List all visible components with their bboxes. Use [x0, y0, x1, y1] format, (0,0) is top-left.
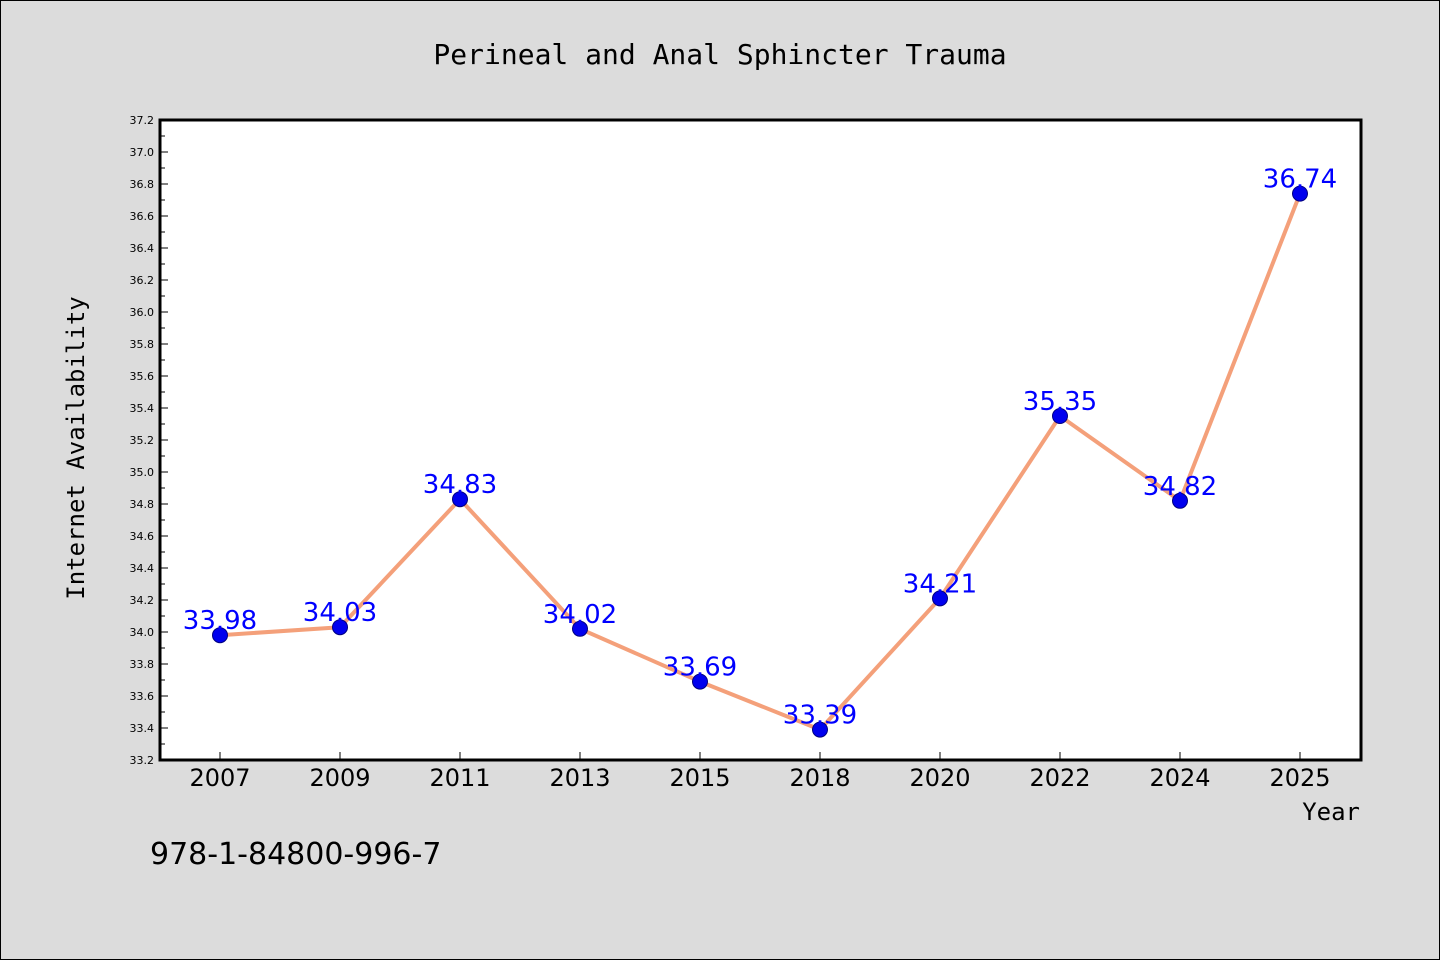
- y-tick-label: 33.6: [130, 690, 155, 703]
- data-label: 33.69: [663, 653, 737, 683]
- y-tick-label: 37.2: [130, 114, 155, 127]
- data-point: [932, 590, 948, 607]
- data-point: [1052, 408, 1068, 424]
- data-point: [812, 721, 828, 738]
- y-tick-label: 33.4: [130, 722, 155, 735]
- x-tick-label: 2015: [669, 764, 730, 792]
- data-label: 34.82: [1143, 472, 1217, 502]
- data-label: 33.39: [783, 701, 857, 731]
- y-tick-label: 35.2: [130, 434, 155, 447]
- y-tick-label: 34.0: [130, 626, 155, 639]
- data-label: 34.03: [303, 598, 377, 628]
- x-tick-label: 2020: [909, 764, 970, 792]
- y-tick-label: 34.8: [130, 498, 155, 511]
- x-tick-label: 2024: [1149, 764, 1210, 792]
- data-label: 34.21: [903, 569, 977, 599]
- y-tick-label: 34.2: [130, 594, 155, 607]
- x-tick-label: 2018: [789, 764, 850, 792]
- x-tick-label: 2011: [429, 764, 490, 792]
- x-tick-label: 2022: [1029, 764, 1090, 792]
- data-label: 34.02: [543, 600, 617, 630]
- data-point: [212, 627, 228, 644]
- data-point: [1292, 185, 1308, 202]
- y-tick-label: 35.0: [130, 466, 155, 479]
- y-tick-label: 35.6: [130, 370, 155, 383]
- x-tick-label: 2025: [1269, 764, 1330, 792]
- x-axis-label: Year: [1302, 798, 1360, 826]
- x-tick-label: 2013: [549, 764, 610, 792]
- y-axis-label: Internet Availability: [62, 296, 90, 599]
- y-tick-label: 35.8: [130, 338, 155, 351]
- y-tick-label: 36.6: [130, 210, 155, 223]
- y-tick-label: 35.4: [130, 402, 155, 415]
- data-markers: [212, 185, 1308, 738]
- y-tick-label: 36.4: [130, 242, 155, 255]
- data-label: 36.74: [1263, 165, 1337, 195]
- y-tick-label: 36.8: [130, 178, 155, 191]
- footnote-isbn: 978-1-84800-996-7: [150, 837, 441, 872]
- y-tick-label: 36.0: [130, 306, 155, 319]
- x-tick-label: 2009: [309, 764, 370, 792]
- x-axis: 2007 2009 2011 2013 2015 2018 2020 2022 2024 2025: [189, 752, 1331, 792]
- y-tick-label: 33.8: [130, 658, 155, 671]
- y-tick-label: 34.4: [130, 562, 155, 575]
- data-point: [692, 673, 708, 690]
- data-point: [572, 620, 588, 637]
- data-label: 34.83: [423, 470, 497, 500]
- y-tick-label: 37.0: [130, 146, 155, 159]
- data-point: [332, 619, 348, 636]
- y-tick-label: 33.2: [130, 754, 155, 767]
- data-labels: 33.98 34.03 34.83 34.02 33.69 33.39 34.21 35.35…: [183, 165, 1337, 731]
- series-line: [219, 192, 1302, 732]
- y-tick-label: 34.6: [130, 530, 155, 543]
- chart-title: Perineal and Anal Sphincter Trauma: [433, 38, 1006, 71]
- plot-area: [158, 118, 1363, 762]
- y-tick-label: 36.2: [130, 274, 155, 287]
- x-tick-label: 2007: [189, 764, 250, 792]
- data-point: [452, 491, 468, 508]
- y-axis: 33.2 33.4 33.6 33.8 34.0 34.2 34.4 34.6 34.8 35.0…: [130, 114, 168, 767]
- data-label: 33.98: [183, 606, 257, 636]
- data-label: 35.35: [1023, 387, 1097, 417]
- data-point: [1172, 492, 1188, 509]
